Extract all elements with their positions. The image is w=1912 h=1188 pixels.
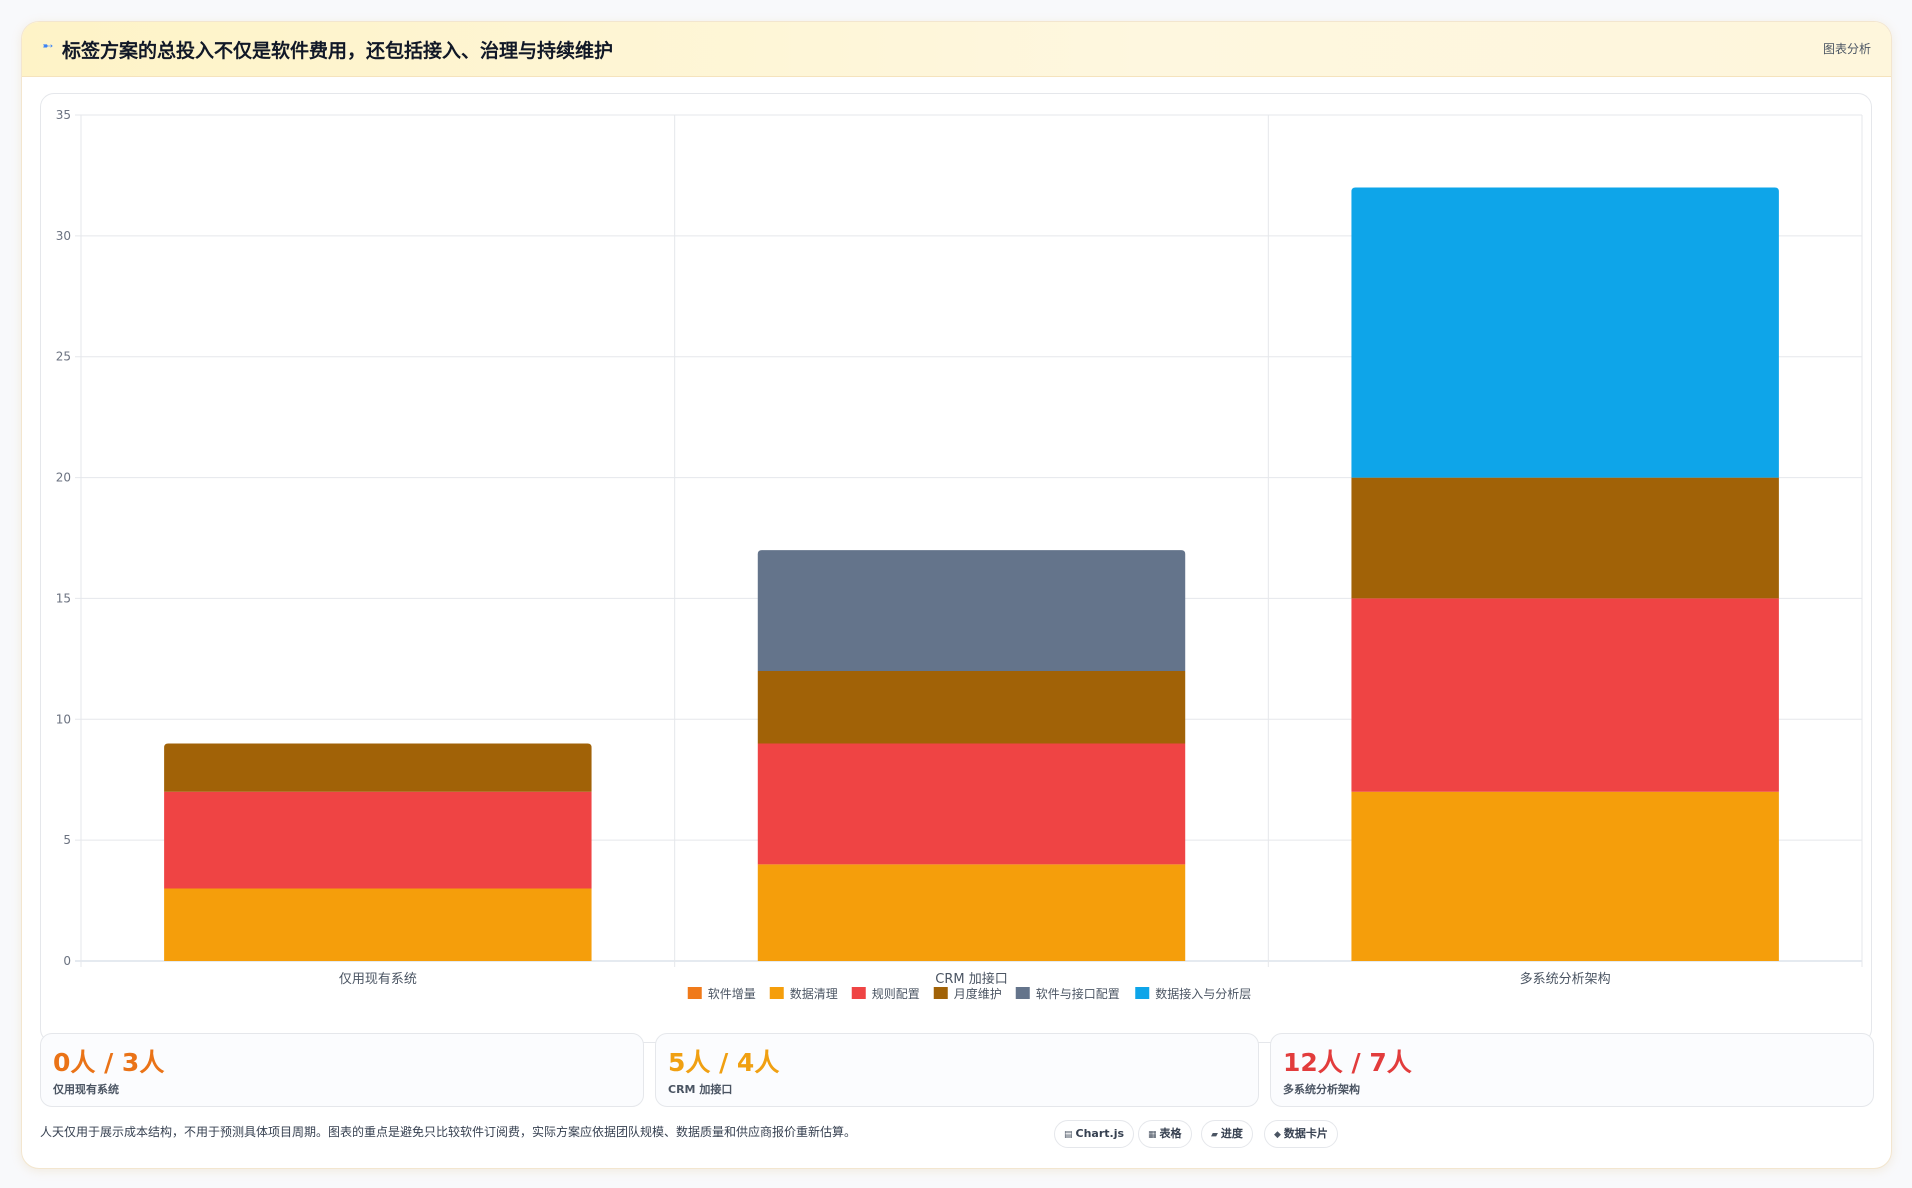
bar-segment	[1351, 598, 1779, 792]
legend-label: 软件增量	[708, 987, 756, 1001]
table-icon: ▦	[1148, 1130, 1157, 1140]
x-tick-label: 多系统分析架构	[1520, 971, 1611, 987]
y-tick-label: 25	[56, 350, 71, 364]
bar-segment	[757, 743, 1186, 865]
card-header: ➸ 标签方案的总投入不仅是软件费用，还包括接入、治理与持续维护 图表分析	[22, 22, 1891, 77]
bar-segment	[164, 743, 592, 792]
progress-icon: ▰	[1211, 1130, 1218, 1140]
legend-label: 数据接入与分析层	[1155, 986, 1251, 1001]
sparkle-icon: ➸	[42, 39, 54, 54]
y-tick-label: 30	[56, 229, 71, 243]
legend-swatch	[1135, 987, 1150, 999]
stat-value: 5人 / 4人	[668, 1048, 780, 1077]
legend-label: 数据清理	[790, 986, 838, 1001]
bar-segment	[1351, 187, 1779, 478]
pill-data-card[interactable]: ◆ 数据卡片	[1264, 1120, 1338, 1148]
y-tick-label: 10	[56, 712, 71, 726]
legend-label: 软件与接口配置	[1036, 986, 1120, 1001]
stat-label: 仅用现有系统	[53, 1083, 119, 1096]
chart-analysis-tag: 图表分析	[1822, 42, 1871, 56]
stat-value: 12人 / 7人	[1283, 1048, 1412, 1077]
legend-swatch	[851, 987, 866, 999]
bar-segment	[757, 670, 1186, 744]
bar-segment	[164, 791, 592, 889]
footnote: 人天仅用于展示成本结构，不用于预测具体项目周期。图表的重点是避免只比较软件订阅费…	[40, 1125, 857, 1139]
stat-label: 多系统分析架构	[1283, 1083, 1360, 1096]
legend-label: 月度维护	[954, 986, 1002, 1001]
x-tick-label: 仅用现有系统	[339, 972, 417, 987]
chart-container: 0 5 10 15 20 25 30 35 仅用现有系统 CRM 加接口 多系统分析架构软件增量 数据…	[40, 93, 1872, 1043]
stats-row: 0人 / 3人 仅用现有系统 5人 / 4人 CRM 加接口 12人 / 7人 …	[40, 1033, 1874, 1107]
stat-card-existing: 0人 / 3人 仅用现有系统	[40, 1033, 644, 1107]
legend-swatch	[769, 987, 784, 999]
y-tick-label: 5	[63, 833, 71, 847]
pill-table[interactable]: ▦ 表格	[1138, 1120, 1192, 1148]
legend-swatch	[687, 987, 702, 999]
legend-label: 规则配置	[872, 986, 920, 1001]
stat-value: 0人 / 3人	[53, 1048, 165, 1077]
bar-segment	[164, 888, 592, 961]
chart-card: ➸ 标签方案的总投入不仅是软件费用，还包括接入、治理与持续维护 图表分析 0 5 1…	[21, 21, 1892, 1169]
y-tick-label: 20	[56, 471, 71, 485]
pill-label: 进度	[1220, 1127, 1243, 1140]
bar-segment	[757, 550, 1186, 671]
y-tick-label: 0	[63, 954, 71, 968]
pill-progress[interactable]: ▰ 进度	[1201, 1120, 1253, 1148]
pill-label: 表格	[1159, 1127, 1182, 1140]
pill-label: Chart.js	[1075, 1127, 1125, 1140]
stat-card-crm: 5人 / 4人 CRM 加接口	[655, 1033, 1259, 1107]
bar-segment	[1351, 791, 1779, 961]
x-tick-label: CRM 加接口	[935, 971, 1007, 987]
y-tick-label: 35	[56, 108, 71, 122]
stat-label: CRM 加接口	[668, 1083, 733, 1096]
bar-segment	[1351, 477, 1779, 599]
legend-swatch	[933, 987, 948, 999]
stat-card-multi-system: 12人 / 7人 多系统分析架构	[1270, 1033, 1874, 1107]
pill-label: 数据卡片	[1283, 1127, 1328, 1140]
page-title: 标签方案的总投入不仅是软件费用，还包括接入、治理与持续维护	[62, 40, 614, 62]
card-icon: ◆	[1274, 1130, 1281, 1140]
pill-chartjs[interactable]: ▤ Chart.js	[1054, 1120, 1135, 1148]
legend-swatch	[1015, 987, 1030, 999]
chart-icon: ▤	[1064, 1130, 1073, 1140]
bar-segment	[757, 864, 1186, 961]
y-tick-label: 15	[56, 591, 71, 605]
